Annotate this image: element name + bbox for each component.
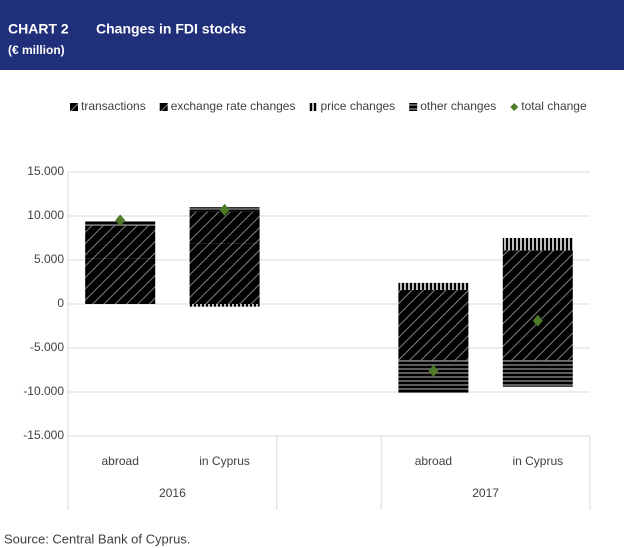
- legend-item: transactions: [70, 99, 146, 113]
- total-marker: [219, 203, 230, 216]
- bar-segment: [502, 360, 573, 387]
- total-marker: [115, 214, 126, 227]
- total-marker: [428, 364, 439, 377]
- legend-label: exchange rate changes: [171, 99, 296, 113]
- legend-label: total change: [521, 99, 587, 113]
- chart-subtitle: Changes in FDI stocks: [96, 21, 246, 37]
- bar-segment: [398, 282, 469, 290]
- header-band: [0, 0, 624, 70]
- legend-item: total change: [510, 99, 587, 113]
- year-label: 2016: [159, 486, 186, 500]
- source: Source: Central Bank of Cyprus.: [4, 531, 190, 546]
- y-tick-label: 15.000: [27, 164, 64, 178]
- bar-segment: [502, 238, 573, 251]
- legend-label: price changes: [320, 99, 395, 113]
- bar-segment: [398, 289, 469, 304]
- legend-label: transactions: [81, 99, 146, 113]
- year-label: 2017: [472, 486, 499, 500]
- chart-title: CHART 2: [8, 21, 69, 37]
- legend-swatch: [409, 103, 418, 111]
- unit-label: (€ million): [8, 43, 65, 57]
- legend-item: price changes: [309, 99, 395, 113]
- x-tick-label: in Cyprus: [512, 454, 563, 468]
- legend-swatch: [309, 103, 318, 111]
- bar-segment: [502, 304, 573, 361]
- x-tick-label: in Cyprus: [199, 454, 250, 468]
- bar-segment: [85, 258, 156, 304]
- total-marker: [532, 314, 543, 327]
- y-tick-label: 0: [57, 296, 64, 310]
- legend-swatch: [70, 103, 78, 111]
- bar-segment: [189, 304, 260, 307]
- bar-segment: [85, 225, 156, 259]
- bar-segment: [502, 250, 573, 304]
- y-tick-label: 10.000: [27, 208, 64, 222]
- bar-segment: [398, 304, 469, 361]
- x-tick-label: abroad: [415, 454, 452, 468]
- legend-item: exchange rate changes: [159, 99, 296, 113]
- legend-label: other changes: [420, 99, 496, 113]
- y-tick-label: -5.000: [30, 340, 64, 354]
- y-tick-label: -15.000: [23, 428, 64, 442]
- legend-item: other changes: [409, 99, 496, 113]
- legend-swatch: [510, 103, 519, 111]
- legend-swatch: [159, 103, 168, 111]
- y-tick-label: -10.000: [23, 384, 64, 398]
- bar-segment: [189, 243, 260, 304]
- legend: transactions exchange rate changes price c…: [70, 99, 587, 113]
- x-tick-label: abroad: [102, 454, 139, 468]
- y-tick-label: 5.000: [34, 252, 64, 266]
- bar-segment: [189, 211, 260, 244]
